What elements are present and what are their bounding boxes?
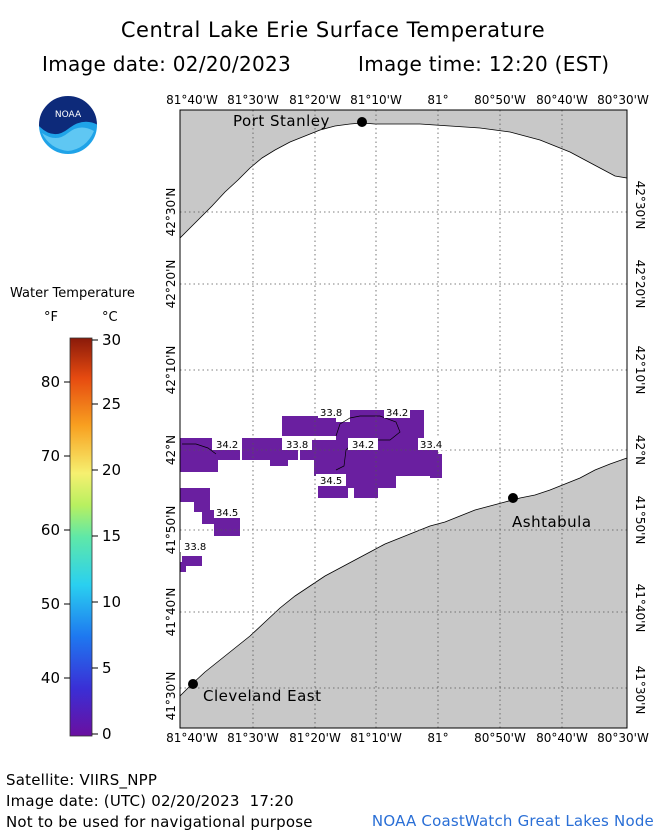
temperature-labels: 33.8 34.2 34.2 33.8 34.2 33.4 34.5 34.5 … [180, 406, 448, 553]
footer-info: Satellite: VIIRS_NPP Image date: (UTC) 0… [6, 770, 313, 833]
svg-text:81°20'W: 81°20'W [289, 93, 341, 107]
legend-c-tick: 0 [102, 725, 112, 743]
legend-c-tick: 25 [102, 395, 121, 413]
temperature-cells [180, 410, 442, 572]
svg-text:80°30'W: 80°30'W [597, 93, 649, 107]
map-frame [179, 109, 628, 729]
city-dot-ashtabula [508, 493, 518, 503]
svg-text:41°30'N: 41°30'N [633, 666, 647, 715]
legend-f-tick: 70 [41, 447, 60, 465]
svg-text:42°20'N: 42°20'N [633, 260, 647, 309]
lat-labels-left: 42°30'N 42°20'N 42°10'N 42°N 41°50'N 41°… [164, 188, 178, 721]
color-legend: 80 70 60 50 40 30 25 20 15 10 5 0 [41, 331, 121, 743]
city-markers: Port Stanley Ashtabula Cleveland East [188, 112, 592, 705]
svg-text:80°30'W: 80°30'W [597, 731, 649, 745]
legend-unit-c: °C [102, 310, 118, 325]
temp-label: 34.5 [320, 476, 342, 487]
svg-text:41°50'N: 41°50'N [164, 506, 178, 555]
map-title: Central Lake Erie Surface Temperature [120, 18, 546, 42]
svg-text:80°40'W: 80°40'W [536, 93, 588, 107]
city-dot-port-stanley [357, 117, 367, 127]
legend-f-tick: 50 [41, 595, 60, 613]
legend-title: Water Temperature [10, 286, 135, 301]
legend-c-tick: 30 [102, 331, 121, 349]
land-north [179, 109, 628, 239]
noaa-logo: NOAA [37, 94, 99, 156]
svg-text:42°30'N: 42°30'N [164, 188, 178, 237]
svg-text:81°10'W: 81°10'W [350, 93, 402, 107]
svg-text:80°50'W: 80°50'W [474, 93, 526, 107]
temp-label: 33.8 [320, 408, 342, 419]
legend-colorbar [69, 337, 93, 737]
city-label-cleveland-east: Cleveland East [203, 687, 322, 705]
footer-utc-date: Image date: (UTC) 02/20/2023 17:20 [6, 792, 294, 810]
svg-text:42°30'N: 42°30'N [633, 181, 647, 230]
image-date: Image date: 02/20/2023 [42, 52, 292, 76]
legend-f-tick: 60 [41, 521, 60, 539]
city-dot-cleveland-east [188, 679, 198, 689]
legend-unit-f: °F [44, 310, 58, 325]
footer-disclaimer: Not to be used for navigational purpose [6, 813, 313, 831]
svg-text:41°40'N: 41°40'N [164, 588, 178, 637]
svg-text:80°40'W: 80°40'W [536, 731, 588, 745]
svg-text:41°30'N: 41°30'N [164, 672, 178, 721]
svg-text:42°20'N: 42°20'N [164, 260, 178, 309]
legend-c-tick: 5 [102, 659, 112, 677]
lat-labels-right: 42°30'N 42°20'N 42°10'N 42°N 41°50'N 41°… [633, 181, 647, 715]
lon-labels-top: 81°40'W 81°30'W 81°20'W 81°10'W 81° 80°5… [166, 93, 649, 107]
legend-c-tick: 20 [102, 461, 121, 479]
svg-text:81°20'W: 81°20'W [289, 731, 341, 745]
svg-text:81°: 81° [427, 93, 448, 107]
map-area: 33.8 34.2 34.2 33.8 34.2 33.4 34.5 34.5 … [164, 93, 649, 745]
svg-text:81°: 81° [427, 731, 448, 745]
footer-credit: NOAA CoastWatch Great Lakes Node [371, 812, 654, 830]
city-label-port-stanley: Port Stanley [233, 112, 330, 130]
svg-text:81°40'W: 81°40'W [166, 731, 218, 745]
legend-c-tick: 15 [102, 527, 121, 545]
temp-label: 33.4 [420, 440, 442, 451]
temp-label: 34.5 [216, 508, 238, 519]
lon-labels-bottom: 81°40'W 81°30'W 81°20'W 81°10'W 81° 80°5… [166, 731, 649, 745]
noaa-logo-text: NOAA [55, 110, 82, 120]
svg-text:81°30'W: 81°30'W [227, 93, 279, 107]
temp-label: 34.2 [216, 440, 238, 451]
svg-text:81°30'W: 81°30'W [227, 731, 279, 745]
svg-text:81°40'W: 81°40'W [166, 93, 218, 107]
svg-text:42°N: 42°N [633, 435, 647, 465]
svg-text:42°10'N: 42°10'N [633, 346, 647, 395]
legend-f-tick: 80 [41, 373, 60, 391]
legend-c-tick: 10 [102, 593, 121, 611]
temp-label: 33.8 [184, 542, 206, 553]
svg-text:81°10'W: 81°10'W [350, 731, 402, 745]
temp-label: 33.8 [286, 440, 308, 451]
svg-text:42°N: 42°N [164, 435, 178, 465]
legend-f-tick: 40 [41, 669, 60, 687]
svg-text:42°10'N: 42°10'N [164, 346, 178, 395]
city-label-ashtabula: Ashtabula [512, 513, 592, 531]
image-time: Image time: 12:20 (EST) [358, 52, 610, 76]
svg-text:80°50'W: 80°50'W [474, 731, 526, 745]
temp-label: 34.2 [386, 408, 408, 419]
land-south [179, 457, 628, 729]
footer-satellite: Satellite: VIIRS_NPP [6, 771, 158, 789]
temp-label: 34.2 [352, 440, 374, 451]
svg-text:41°50'N: 41°50'N [633, 496, 647, 545]
contour-lines [182, 415, 401, 471]
svg-text:41°40'N: 41°40'N [633, 584, 647, 633]
